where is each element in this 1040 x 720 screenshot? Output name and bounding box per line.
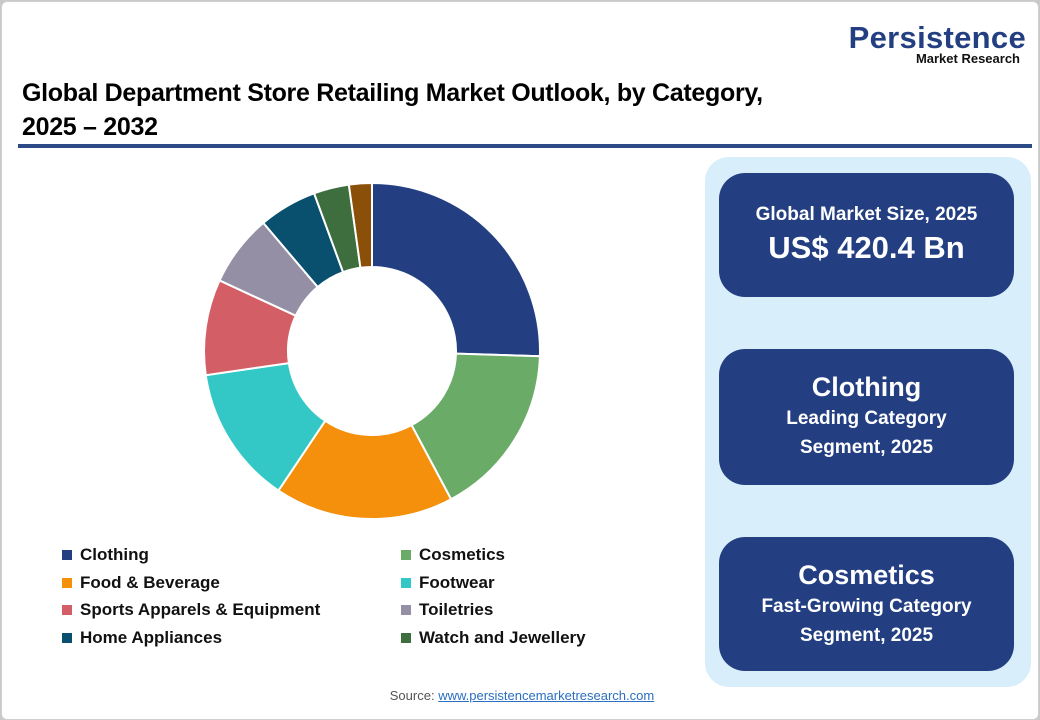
legend-item: Home Appliances <box>62 628 222 648</box>
legend-label: Toiletries <box>419 600 494 619</box>
legend-item: Footwear <box>401 573 495 593</box>
legend-swatch-icon <box>401 577 411 588</box>
legend-label: Food & Beverage <box>80 572 220 592</box>
source-label: Source: <box>389 688 439 703</box>
fast-growing-card: Cosmetics Fast-Growing Category Segment,… <box>719 537 1014 671</box>
source-note: Source: www.persistencemarketresearch.co… <box>2 688 1040 703</box>
market-size-card: Global Market Size, 2025 US$ 420.4 Bn <box>719 173 1014 297</box>
donut-slice-food-beverage <box>277 419 453 520</box>
legend-item: Clothing <box>62 545 149 565</box>
legend-label: Clothing <box>80 545 149 564</box>
market-size-value: US$ 420.4 Bn <box>768 230 965 265</box>
legend-item: Cosmetics <box>401 545 505 565</box>
legend-item: Food & Beverage <box>62 573 220 593</box>
legend-item: Watch and Jewellery <box>401 628 586 648</box>
fast-growing-line2: Segment, 2025 <box>799 625 934 646</box>
source-link[interactable]: www.persistencemarketresearch.com <box>438 688 655 703</box>
donut-slice-cosmetics <box>410 352 541 501</box>
highlights-panel: Global Market Size, 2025 US$ 420.4 Bn Cl… <box>705 157 1031 687</box>
legend-item: Toiletries <box>401 600 493 620</box>
donut-slice-clothing <box>371 181 541 358</box>
legend-swatch-icon <box>62 577 72 588</box>
legend-swatch-icon <box>401 632 411 643</box>
title-line-2: 2025 – 2032 <box>22 113 158 141</box>
market-size-label: Global Market Size, 2025 <box>755 204 978 225</box>
brand-logo: Persistence Market Research <box>830 22 1026 66</box>
legend-swatch-icon <box>62 605 72 615</box>
leading-category-line2: Segment, 2025 <box>799 437 934 458</box>
leading-category-name: Clothing <box>811 372 922 402</box>
fast-growing-name: Cosmetics <box>798 560 935 590</box>
title-divider <box>18 144 1032 148</box>
legend-label: Watch and Jewellery <box>419 627 586 647</box>
legend-swatch-icon <box>62 550 72 560</box>
logo-tagline: Market Research <box>915 51 1020 66</box>
leading-category-line1: Leading Category <box>786 408 947 429</box>
page-title: Global Department Store Retailing Market… <box>22 76 882 144</box>
leading-category-card: Clothing Leading Category Segment, 2025 <box>719 349 1014 485</box>
logo-wordmark: Persistence <box>848 20 1026 55</box>
legend-label: Sports Apparels & Equipment <box>80 600 321 619</box>
legend-item: Sports Apparels & Equipment <box>62 600 320 620</box>
legend-swatch-icon <box>62 632 72 643</box>
donut-slice-unlabeled-brown <box>347 181 373 269</box>
legend-swatch-icon <box>401 605 411 615</box>
legend-label: Cosmetics <box>419 545 505 564</box>
donut-chart <box>203 181 541 520</box>
fast-growing-line1: Fast-Growing Category <box>761 596 972 617</box>
legend-swatch-icon <box>401 550 411 560</box>
title-line-1: Global Department Store Retailing Market… <box>22 79 763 107</box>
legend-label: Footwear <box>419 572 495 592</box>
legend-label: Home Appliances <box>80 627 223 647</box>
